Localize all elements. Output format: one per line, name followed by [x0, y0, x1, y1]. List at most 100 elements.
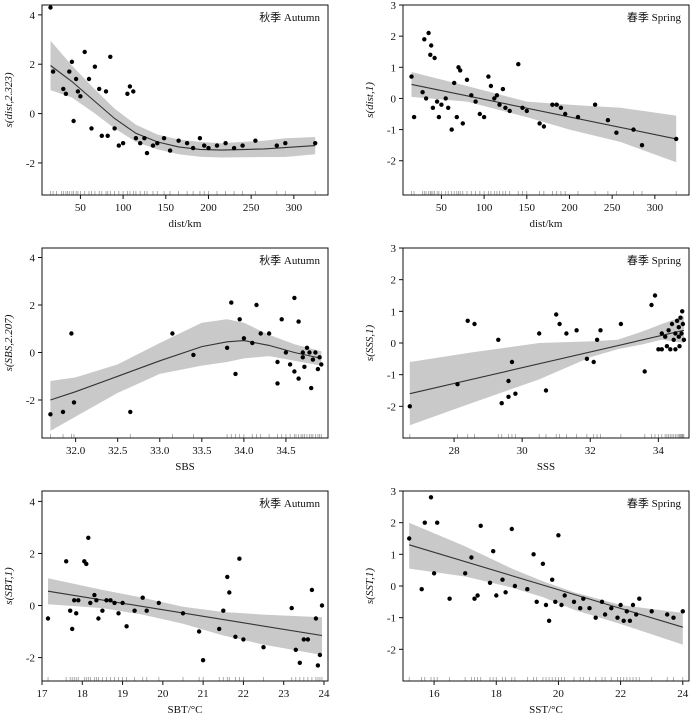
data-point	[86, 535, 91, 540]
data-point	[531, 552, 536, 557]
data-point	[241, 336, 247, 341]
data-point	[460, 121, 465, 126]
chart-title: 秋季 Autumn	[259, 496, 320, 510]
data-point	[562, 593, 567, 598]
data-point	[409, 74, 414, 79]
data-point	[594, 337, 600, 342]
data-point	[233, 634, 238, 639]
data-point	[554, 312, 559, 317]
data-point	[472, 596, 477, 601]
rug-marks	[47, 677, 323, 681]
data-point	[668, 347, 673, 352]
data-point	[621, 618, 626, 623]
data-points	[48, 5, 318, 156]
x-tick-label: 250	[604, 202, 621, 214]
data-point	[496, 337, 501, 342]
data-point	[558, 105, 564, 111]
data-point	[289, 605, 294, 611]
data-point	[407, 536, 412, 541]
data-point	[564, 331, 569, 336]
data-point	[128, 409, 133, 415]
data-point	[69, 59, 75, 64]
data-point	[649, 302, 654, 308]
data-point	[250, 340, 255, 346]
confidence-band	[50, 319, 322, 431]
data-point	[200, 658, 206, 663]
data-point	[125, 91, 130, 97]
data-point	[292, 369, 297, 374]
y-tick-label: 2	[30, 59, 36, 71]
data-point	[261, 645, 266, 650]
data-point	[618, 321, 624, 327]
confidence-band	[50, 40, 316, 158]
data-point	[676, 325, 681, 330]
data-point	[313, 350, 318, 355]
data-point	[509, 526, 514, 532]
data-point	[76, 598, 81, 603]
y-tick-label: -2	[26, 158, 35, 170]
y-tick-label: 4	[30, 253, 36, 265]
data-point	[71, 118, 76, 124]
data-point	[82, 49, 87, 55]
y-tick-label: -2	[387, 156, 396, 168]
data-point	[524, 108, 529, 114]
data-point	[679, 331, 684, 336]
data-point	[112, 126, 117, 131]
x-axis-label: SST/°C	[529, 704, 563, 715]
data-point	[571, 599, 577, 604]
x-tick-label: 18	[491, 688, 503, 700]
data-point	[138, 141, 143, 146]
x-tick-label: 24	[677, 688, 689, 700]
data-point	[673, 347, 678, 352]
x-tick-label: 150	[158, 202, 175, 214]
data-point	[506, 394, 511, 399]
chart-title: 春季 Spring	[627, 11, 682, 24]
data-point	[503, 590, 508, 595]
data-point	[430, 105, 436, 111]
data-point	[97, 86, 102, 92]
data-point	[63, 559, 69, 564]
data-point	[254, 302, 259, 308]
data-point	[631, 127, 636, 132]
data-point	[500, 577, 505, 582]
confidence-band	[411, 72, 677, 163]
data-point	[537, 331, 542, 336]
data-point	[296, 376, 301, 381]
data-point	[669, 321, 675, 327]
data-point	[266, 331, 272, 336]
data-point	[300, 350, 305, 355]
data-point	[615, 615, 620, 620]
data-point	[575, 114, 581, 120]
data-point	[507, 108, 512, 114]
x-tick-label: 150	[519, 202, 536, 214]
data-point	[681, 337, 687, 342]
data-point	[86, 76, 92, 82]
data-point	[108, 54, 113, 59]
data-point	[671, 337, 676, 342]
rug-marks	[408, 677, 684, 681]
x-tick-label: 18	[77, 688, 89, 700]
data-point	[241, 637, 246, 642]
data-point	[317, 652, 323, 658]
data-point	[279, 317, 284, 322]
data-point	[131, 89, 136, 94]
data-point	[253, 138, 258, 143]
data-point	[221, 608, 226, 613]
data-point	[487, 580, 493, 585]
data-point	[477, 111, 482, 117]
y-tick-label: 2	[30, 548, 36, 560]
data-point	[423, 96, 429, 101]
y-tick-label: -1	[387, 613, 396, 625]
data-point	[99, 133, 105, 138]
data-point	[419, 587, 424, 592]
y-axis-label: s(dist,1)	[364, 82, 376, 118]
data-point	[676, 334, 681, 339]
data-points	[45, 535, 325, 668]
rug-marks	[50, 434, 322, 438]
x-axis-label: SSS	[537, 461, 555, 473]
data-point	[120, 600, 125, 606]
data-point	[275, 381, 280, 386]
x-axis-label: dist/km	[168, 218, 201, 230]
data-point	[69, 331, 74, 336]
